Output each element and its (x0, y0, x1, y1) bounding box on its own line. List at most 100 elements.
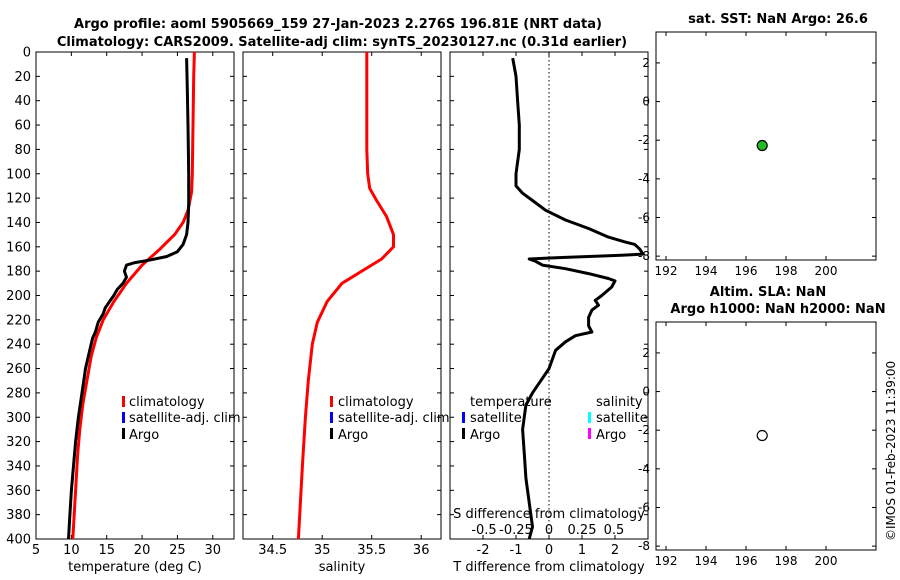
x-tick-label: -2 (477, 543, 490, 558)
y-tick-label: 240 (6, 338, 31, 353)
difference-marks: -2 -1 0 1 2 (450, 51, 648, 558)
y-tick-label: 40 (14, 94, 31, 109)
y-tick-label: 340 (6, 459, 31, 474)
altim-title-line1: Altim. SLA: NaN (710, 285, 826, 300)
temperature-diff-legend: temperature satellite Argo (462, 395, 552, 443)
y-tick-label: 0 (642, 385, 650, 399)
x-tick-label: 10 (63, 543, 80, 558)
float-position-point (756, 429, 768, 442)
legend-argo-swatch (462, 428, 465, 439)
x-tick-label: 196 (735, 264, 758, 278)
legend-salinity-heading: salinity (596, 395, 643, 410)
x-tick-label: 5 (32, 543, 40, 558)
altim-marks: 192 194 196 198 200 -8 -6 -4 -2 0 2 (638, 322, 876, 568)
y-tick-label: -6 (638, 500, 650, 514)
y-tick-label: -6 (638, 210, 650, 224)
x-tick-label: 35.5 (357, 543, 386, 558)
temperature-marks: 5 10 15 20 25 3002040608010012014016018020022… (6, 46, 234, 558)
legend-satellite-swatch (330, 412, 333, 423)
s-tick-label: 0.5 (604, 523, 625, 538)
legend-satellite-swatch (122, 412, 125, 423)
altim-title-line2: Argo h1000: NaN h2000: NaN (670, 302, 885, 317)
y-tick-label: -8 (638, 539, 650, 553)
y-tick-label: 200 (6, 289, 31, 304)
y-tick-label: 60 (14, 119, 31, 134)
s-tick-label: 0 (545, 523, 553, 538)
sst-panel: sat. SST: NaN Argo: 26.6 192 194 196 198 200… (638, 12, 877, 278)
y-tick-label: -2 (638, 133, 650, 147)
s-tick-label: -0.5 (471, 523, 496, 538)
y-tick-label: 320 (6, 435, 31, 450)
x-tick-label: 35 (314, 543, 331, 558)
altim-panel: Altim. SLA: NaN Argo h1000: NaN h2000: N… (638, 285, 886, 568)
sst-title: sat. SST: NaN Argo: 26.6 (688, 12, 868, 27)
s-difference-ticks: -0.5 -0.25 0 0.25 0.5 (471, 523, 624, 538)
y-tick-label: 360 (6, 484, 31, 499)
legend-argo-label: Argo (470, 428, 500, 443)
legend-argo-label: Argo (338, 428, 368, 443)
y-tick-label: 2 (642, 346, 650, 360)
legend-satellite-swatch (588, 412, 591, 423)
x-tick-label: 198 (775, 554, 798, 568)
y-tick-label: 2 (642, 56, 650, 70)
legend-satellite-label: satellite-adj. clim (129, 411, 241, 426)
temperature-legend: climatology satellite-adj. clim Argo (122, 395, 241, 443)
series-line-climatology (71, 51, 196, 540)
series-line-argo (67, 58, 191, 540)
salinity-xlabel: salinity (319, 560, 366, 575)
legend-argo-swatch (588, 428, 591, 439)
y-tick-label: 380 (6, 508, 31, 523)
y-tick-label: -2 (638, 423, 650, 437)
series-line-climatology (296, 52, 395, 540)
x-tick-label: 34.5 (258, 543, 287, 558)
y-tick-label: 300 (6, 411, 31, 426)
s-tick-label: 0.25 (568, 523, 597, 538)
salinity-diff-legend: salinity satellite Argo (588, 395, 648, 443)
series-line-argo-t-diff (511, 57, 645, 540)
legend-satellite-label: satellite (470, 411, 522, 426)
y-tick-label: 0 (23, 46, 31, 61)
y-tick-label: 160 (6, 240, 31, 255)
y-tick-label: 260 (6, 362, 31, 377)
x-tick-label: 20 (134, 543, 151, 558)
salinity-axes-box (242, 51, 442, 540)
y-tick-label: 280 (6, 386, 31, 401)
sst-marks: 192 194 196 198 200 -8 -6 -4 -2 0 2 (638, 32, 876, 278)
legend-argo-swatch (122, 428, 125, 439)
salinity-panel: 34.5 35 35.5 36 salinity climatology satell… (242, 51, 450, 575)
x-tick-label: 200 (815, 554, 838, 568)
legend-satellite-label: satellite-adj. clim (338, 411, 450, 426)
y-tick-label: 220 (6, 313, 31, 328)
legend-climatology-label: climatology (338, 395, 414, 410)
y-tick-label: -8 (638, 249, 650, 263)
x-tick-label: 192 (655, 554, 678, 568)
y-tick-label: -4 (638, 172, 650, 186)
x-tick-label: 194 (695, 264, 718, 278)
temperature-axes-box (35, 51, 235, 540)
x-tick-label: 15 (98, 543, 115, 558)
x-tick-label: 1 (578, 543, 586, 558)
y-tick-label: 0 (642, 95, 650, 109)
altim-axes-box (655, 321, 877, 551)
legend-satellite-swatch (462, 412, 465, 423)
legend-climatology-swatch (122, 396, 125, 407)
x-tick-label: 30 (205, 543, 222, 558)
float-position-point (756, 139, 768, 152)
x-tick-label: 2 (611, 543, 619, 558)
salinity-marks: 34.5 35 35.5 36 (243, 51, 441, 558)
legend-satellite-label: satellite (596, 411, 648, 426)
x-tick-label: 192 (655, 264, 678, 278)
salinity-legend: climatology satellite-adj. clim Argo (330, 395, 450, 443)
x-tick-label: 198 (775, 264, 798, 278)
y-tick-label: 20 (14, 70, 31, 85)
x-tick-label: 36 (413, 543, 430, 558)
temperature-xlabel: temperature (deg C) (68, 560, 202, 575)
imos-watermark: ©IMOS 01-Feb-2023 11:39:00 (884, 361, 898, 541)
y-tick-label: 120 (6, 192, 31, 207)
x-tick-label: 0 (545, 543, 553, 558)
x-tick-label: 200 (815, 264, 838, 278)
difference-panel: -2 -1 0 1 2 T difference from climatology S … (449, 51, 649, 575)
legend-temperature-heading: temperature (470, 395, 552, 410)
x-tick-label: 25 (169, 543, 186, 558)
